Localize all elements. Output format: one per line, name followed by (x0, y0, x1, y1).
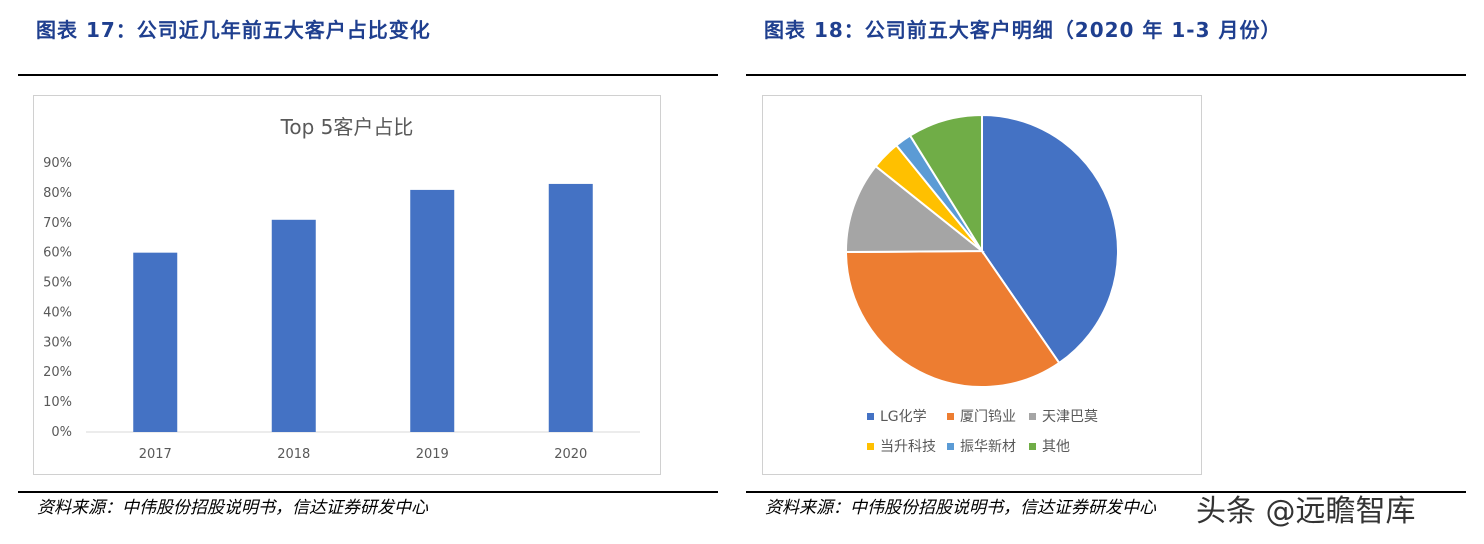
pie-slice (844, 164, 985, 254)
right-panel-title: 图表 18：公司前五大客户明细（2020 年 1-3 月份） (764, 18, 1282, 42)
y-tick-label: 60% (43, 246, 72, 261)
x-tick-label: 2017 (139, 447, 172, 462)
bar-chart-frame: Top 5客户占比 0% 10% 20% 30% 40% 50% 60% 70% 80% 90% 20… (33, 95, 661, 475)
y-tick-label: 70% (43, 216, 72, 231)
y-tick-label: 80% (43, 186, 72, 201)
legend-swatch (947, 413, 954, 420)
chart-title: Top 5客户占比 (280, 115, 414, 139)
right-source-note: 资料来源：中伟股份招股说明书，信达证券研发中心 (765, 498, 1156, 518)
legend-label: 天津巴莫 (1042, 409, 1098, 425)
pie-slice (844, 249, 1061, 388)
legend-label: LG化学 (880, 409, 927, 425)
watermark: 头条 @远瞻智库 (1196, 494, 1416, 529)
legend-label: 当升科技 (880, 439, 936, 455)
y-tick-label: 30% (43, 335, 72, 350)
right-title-rule (746, 74, 1466, 76)
y-tick-label: 90% (43, 156, 72, 171)
x-tick-label: 2019 (416, 447, 449, 462)
x-tick-label: 2020 (554, 447, 587, 462)
legend-swatch (1029, 413, 1036, 420)
pie-slice (981, 113, 1119, 365)
legend-label: 其他 (1042, 439, 1070, 455)
legend-swatch (867, 413, 874, 420)
bar (271, 219, 316, 432)
bar (410, 189, 455, 432)
pie-slice (908, 113, 983, 255)
right-source-rule (746, 491, 1466, 493)
y-tick-label: 20% (43, 365, 72, 380)
legend-swatch (1029, 443, 1036, 450)
legend-swatch (947, 443, 954, 450)
y-tick-label: 10% (43, 395, 72, 410)
legend-label: 振华新材 (960, 439, 1016, 455)
pie-chart-frame: LG化学 厦门钨业 天津巴莫当升科技 振华新材 其他 (762, 95, 1202, 475)
bar (133, 252, 178, 432)
left-panel-title: 图表 17：公司近几年前五大客户占比变化 (36, 18, 431, 42)
left-title-rule (18, 74, 718, 76)
left-source-rule (18, 491, 718, 493)
left-source-note: 资料来源：中伟股份招股说明书，信达证券研发中心 (37, 498, 428, 518)
y-tick-label: 40% (43, 305, 72, 320)
x-tick-label: 2018 (277, 447, 310, 462)
y-tick-label: 50% (43, 276, 72, 291)
bar (548, 183, 593, 432)
bar-chart: Top 5客户占比 0% 10% 20% 30% 40% 50% 60% 70% 80% 90% 20… (43, 115, 640, 462)
legend-swatch (867, 443, 874, 450)
legend-label: 厦门钨业 (960, 409, 1016, 425)
y-tick-label: 0% (51, 425, 72, 440)
